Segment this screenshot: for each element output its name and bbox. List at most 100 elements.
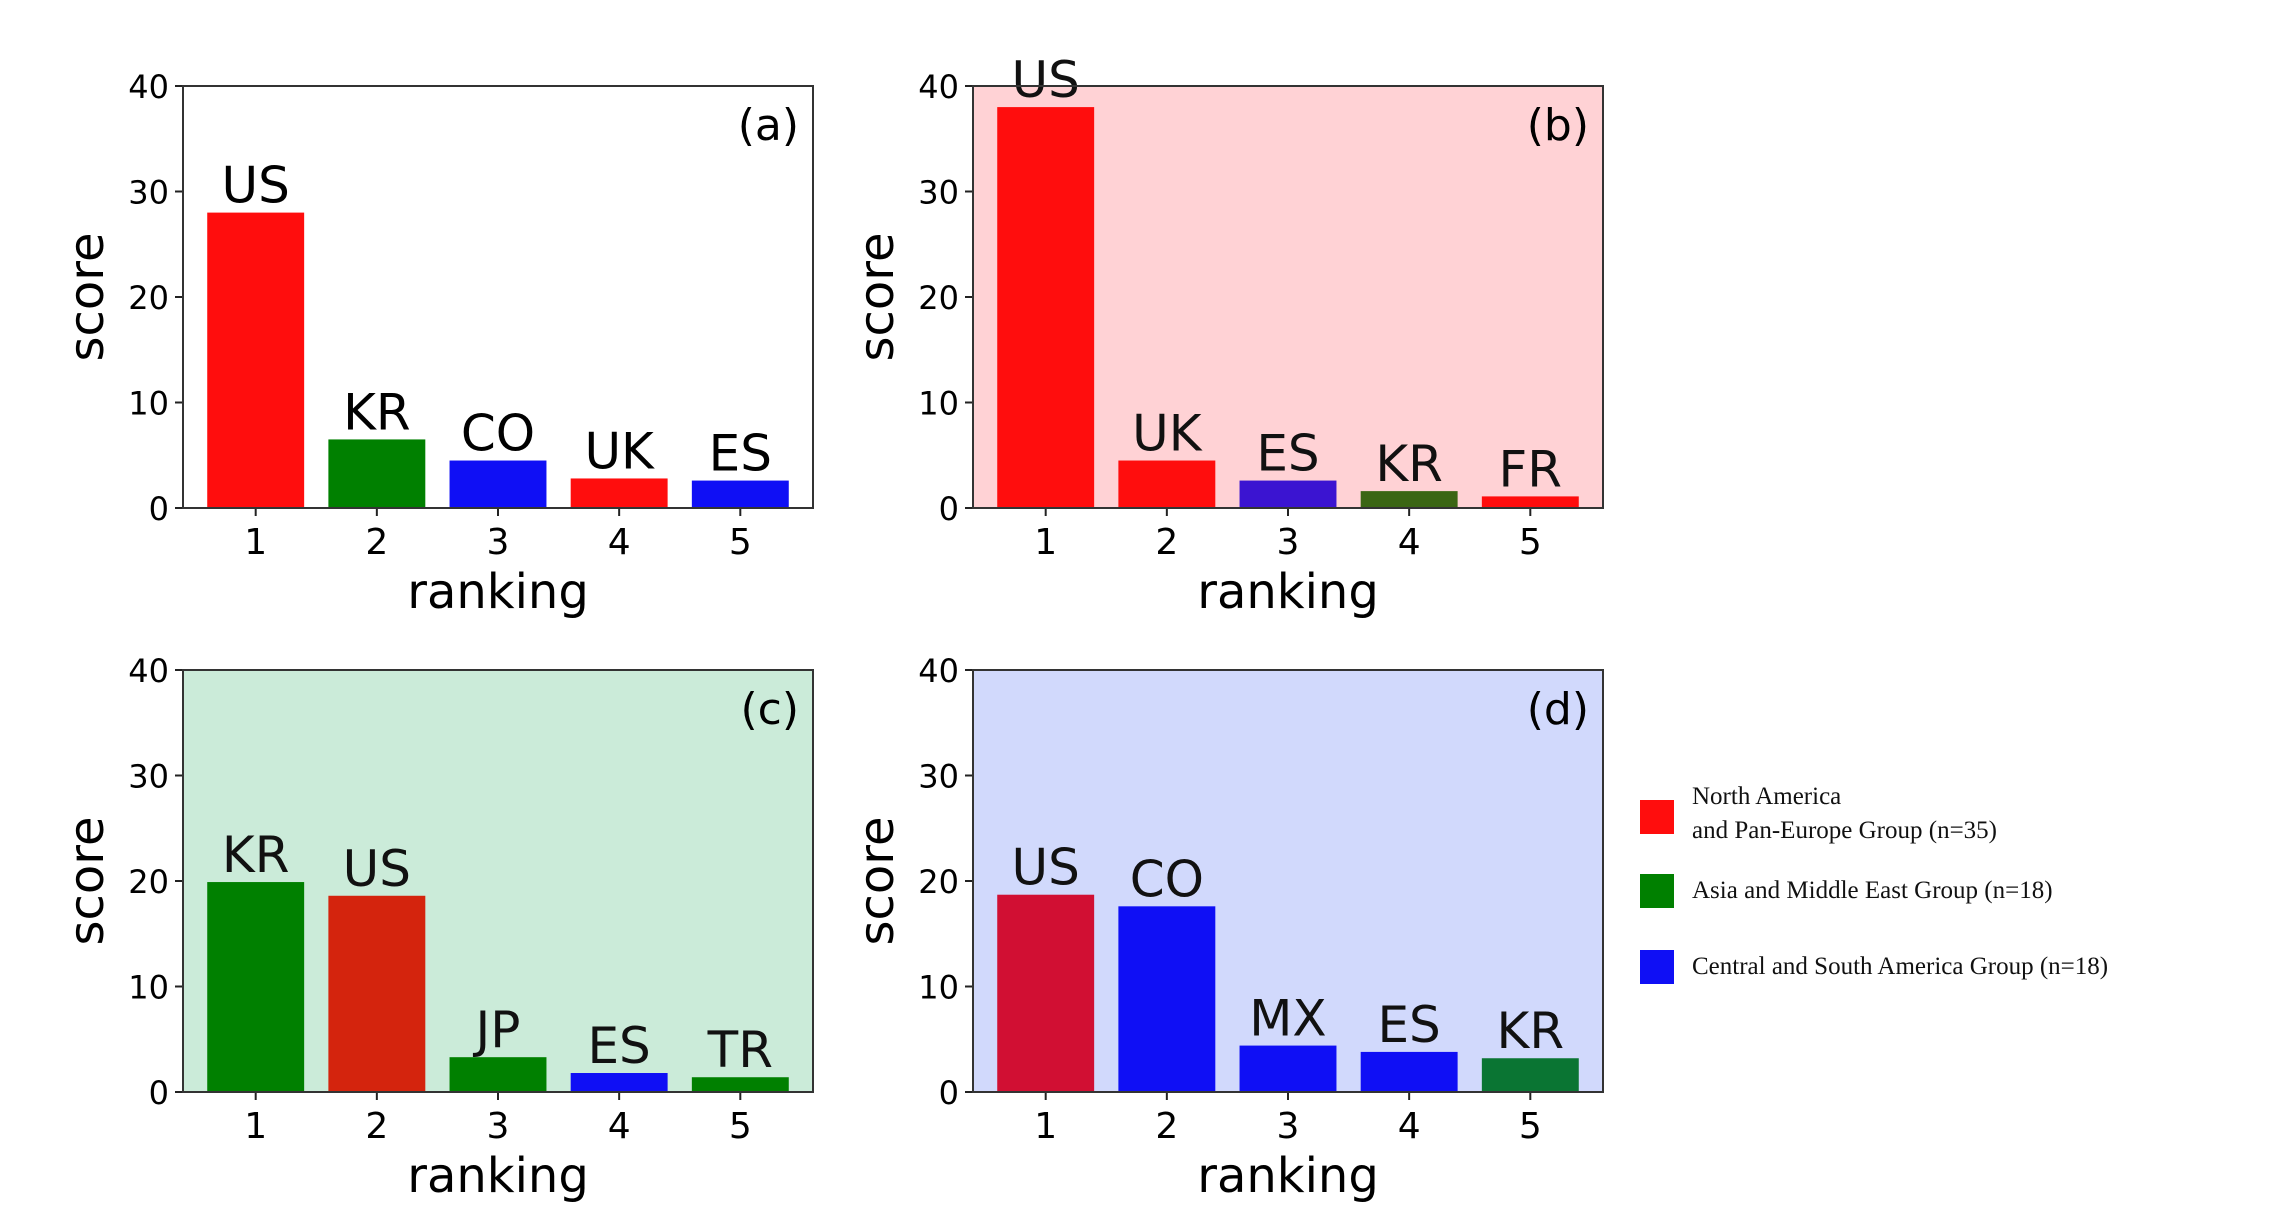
bar-label: US — [343, 840, 411, 898]
panel-label: (d) — [1527, 684, 1589, 735]
plot-frame — [182, 669, 814, 1093]
y-tick-label: 20 — [128, 863, 169, 901]
x-tick-label: 5 — [1519, 1106, 1542, 1147]
y-tick-label: 20 — [128, 279, 169, 317]
bar-label: ES — [587, 1017, 650, 1075]
y-tick-label: 10 — [128, 969, 169, 1007]
x-axis-label: ranking — [1197, 1148, 1379, 1204]
bar — [449, 1057, 547, 1092]
bar — [1239, 480, 1337, 508]
bar — [1360, 1051, 1458, 1092]
x-tick-label: 2 — [365, 522, 388, 563]
x-tick-label: 1 — [1034, 1106, 1057, 1147]
bar — [207, 212, 305, 508]
bar — [997, 107, 1095, 508]
bar — [328, 439, 426, 508]
legend-label: Asia and Middle East Group (n=18) — [1692, 874, 2240, 908]
bar — [328, 895, 426, 1092]
bar — [691, 1077, 789, 1092]
y-axis-label: score — [849, 817, 905, 946]
y-tick-label: 0 — [149, 490, 169, 528]
legend-label-line: Asia and Middle East Group (n=18) — [1692, 877, 2053, 904]
y-tick-label: 20 — [918, 279, 959, 317]
bar-label: TR — [707, 1021, 773, 1079]
bar — [691, 480, 789, 508]
bar-label: KR — [1497, 1002, 1565, 1060]
x-tick-label: 5 — [1519, 522, 1542, 563]
legend-item-asia: Asia and Middle East Group (n=18) — [1640, 874, 2240, 908]
x-tick-label: 2 — [1155, 1106, 1178, 1147]
bar-label: CO — [1130, 850, 1204, 908]
y-axis-label: score — [849, 233, 905, 362]
x-tick-label: 2 — [1155, 522, 1178, 563]
y-tick-label: 40 — [918, 652, 959, 690]
legend-swatch-green — [1640, 874, 1674, 908]
y-tick-label: 30 — [128, 174, 169, 212]
y-axis-label: score — [59, 817, 115, 946]
bar-label: ES — [1256, 425, 1319, 483]
legend: North America and Pan-Europe Group (n=35… — [1640, 780, 2240, 994]
bar — [1239, 1045, 1337, 1092]
plot-frame — [182, 85, 814, 509]
plot-frame — [972, 669, 1604, 1093]
bar-label: US — [1012, 51, 1080, 109]
legend-label-line: Central and South America Group (n=18) — [1692, 953, 2109, 980]
y-tick-label: 40 — [918, 68, 959, 106]
chart-panel-c: KR 1 US 2 JP 3 ES 4 TR 5 0 10 20 30 40 (c) ranking score — [59, 652, 814, 1204]
y-tick-label: 0 — [939, 1074, 959, 1112]
bar-label: KR — [222, 826, 290, 884]
y-tick-label: 20 — [918, 863, 959, 901]
bar-label: US — [222, 157, 290, 215]
bar-label: ES — [1377, 996, 1440, 1054]
x-tick-label: 4 — [1398, 522, 1421, 563]
legend-label-line: and Pan-Europe Group (n=35) — [1692, 817, 1997, 844]
bar-label: US — [1012, 839, 1080, 897]
chart-panel-a: US 1 KR 2 CO 3 UK 4 ES 5 0 10 20 30 40 (a) ranking score — [59, 68, 814, 620]
legend-item-latin-america: Central and South America Group (n=18) — [1640, 950, 2240, 984]
x-tick-label: 1 — [244, 522, 267, 563]
x-tick-label: 1 — [1034, 522, 1057, 563]
x-tick-label: 5 — [729, 522, 752, 563]
y-tick-label: 30 — [128, 758, 169, 796]
bar-label: MX — [1249, 990, 1326, 1048]
x-tick-label: 5 — [729, 1106, 752, 1147]
y-tick-label: 0 — [149, 1074, 169, 1112]
x-tick-label: 4 — [608, 1106, 631, 1147]
bar-label: UK — [1132, 405, 1203, 463]
bar-label: CO — [461, 405, 535, 463]
bar — [1118, 460, 1216, 508]
bar-label: FR — [1499, 440, 1563, 498]
y-tick-label: 10 — [918, 385, 959, 423]
y-tick-label: 40 — [128, 68, 169, 106]
x-tick-label: 3 — [1277, 1106, 1300, 1147]
bar — [1481, 496, 1579, 508]
bar — [570, 478, 668, 508]
bar — [1360, 491, 1458, 508]
legend-swatch-blue — [1640, 950, 1674, 984]
x-tick-label: 2 — [365, 1106, 388, 1147]
panel-label: (c) — [740, 684, 799, 735]
x-tick-label: 4 — [1398, 1106, 1421, 1147]
chart-panel-d: US 1 CO 2 MX 3 ES 4 KR 5 0 10 20 30 40 (d) ranking score — [849, 652, 1604, 1204]
y-tick-label: 10 — [918, 969, 959, 1007]
bar — [570, 1073, 668, 1092]
bar-label: KR — [1375, 435, 1443, 493]
legend-label-line: North America — [1692, 783, 1842, 810]
x-tick-label: 4 — [608, 522, 631, 563]
bar-label: JP — [473, 1001, 521, 1059]
panel-label: (a) — [738, 100, 799, 151]
bar — [1118, 906, 1216, 1092]
bar-label: UK — [584, 422, 655, 480]
panel-label: (b) — [1527, 100, 1589, 151]
bar — [997, 894, 1095, 1092]
legend-label: Central and South America Group (n=18) — [1692, 950, 2240, 984]
y-tick-label: 10 — [128, 385, 169, 423]
y-tick-label: 30 — [918, 758, 959, 796]
bar-label: KR — [343, 383, 411, 441]
y-tick-label: 40 — [128, 652, 169, 690]
bar — [207, 882, 305, 1092]
y-tick-label: 0 — [939, 490, 959, 528]
x-axis-label: ranking — [407, 1148, 589, 1204]
plot-frame — [972, 85, 1604, 509]
